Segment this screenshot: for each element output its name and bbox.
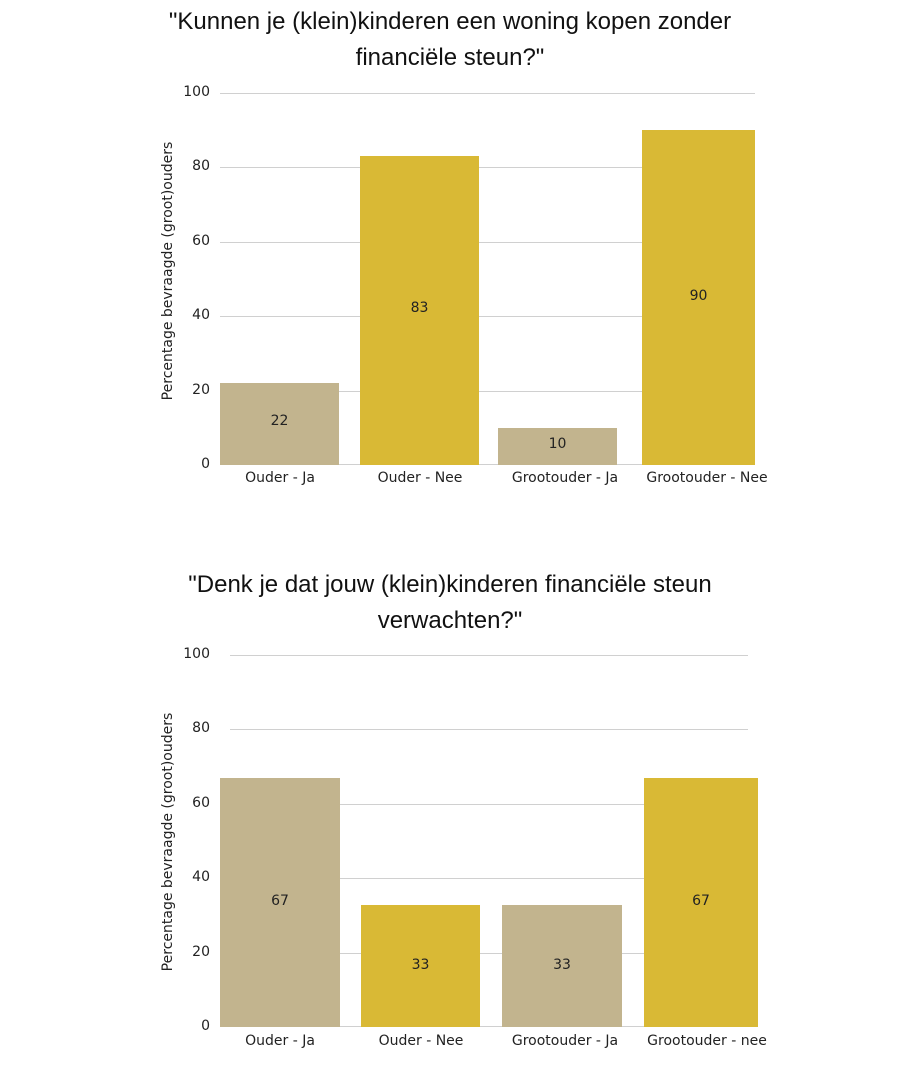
- x-tick-label: Ouder - Nee: [377, 470, 463, 486]
- gridline: [220, 167, 755, 168]
- y-tick: 40: [192, 307, 210, 323]
- bar-ouder-nee: 33: [361, 905, 480, 1027]
- y-tick: 80: [192, 158, 210, 174]
- y-tick: 80: [192, 720, 210, 736]
- y-tick: 0: [201, 1018, 210, 1034]
- gridline: [220, 93, 755, 94]
- bar-value-label: 22: [270, 413, 289, 429]
- chart-title: "Kunnen je (klein)kinderen een woning ko…: [0, 4, 900, 76]
- title-line-1: "Denk je dat jouw (klein)kinderen financ…: [188, 571, 712, 598]
- title-line-1: "Kunnen je (klein)kinderen een woning ko…: [168, 8, 732, 35]
- y-tick: 100: [183, 646, 210, 662]
- chart-title: "Denk je dat jouw (klein)kinderen financ…: [0, 567, 900, 639]
- gridline: [230, 655, 748, 656]
- bar-grootouder-nee: 67: [644, 778, 758, 1027]
- x-tick-label: Ouder - Nee: [378, 1033, 464, 1049]
- bar-grootouder-ja: 10: [498, 428, 617, 465]
- bar-ouder-nee: 83: [360, 156, 479, 465]
- bar-value-label: 33: [553, 957, 571, 973]
- x-tick-label: Grootouder - nee: [647, 1033, 767, 1049]
- plot-area: 22 83 10 90: [220, 93, 755, 465]
- y-tick: 40: [192, 869, 210, 885]
- bar-value-label: 90: [689, 288, 708, 304]
- gridline: [220, 464, 755, 465]
- chart-woning-kopen: "Kunnen je (klein)kinderen een woning ko…: [0, 0, 900, 520]
- bar-value-label: 83: [410, 300, 429, 316]
- bar-grootouder-ja: 33: [502, 905, 622, 1027]
- y-tick: 0: [201, 456, 210, 472]
- bar-grootouder-nee: 90: [642, 130, 755, 465]
- gridline: [230, 878, 748, 879]
- bar-value-label: 10: [548, 436, 567, 452]
- x-tick-label: Grootouder - Ja: [511, 470, 619, 486]
- bar-ouder-ja: 67: [220, 778, 340, 1027]
- y-tick: 60: [192, 795, 210, 811]
- x-tick-label: Ouder - Ja: [245, 470, 315, 486]
- gridline: [220, 391, 755, 392]
- bar-value-label: 67: [271, 893, 289, 909]
- x-tick-label: Grootouder - Ja: [511, 1033, 619, 1049]
- gridline: [220, 316, 755, 317]
- x-tick-label: Grootouder - Nee: [646, 470, 768, 486]
- gridline: [220, 1026, 748, 1027]
- bar-value-label: 33: [411, 957, 430, 973]
- x-tick-label: Ouder - Ja: [245, 1033, 315, 1049]
- gridline: [230, 804, 748, 805]
- bar-ouder-ja: 22: [220, 383, 339, 465]
- y-tick: 20: [192, 944, 210, 960]
- bar-value-label: 67: [692, 893, 710, 909]
- gridline: [230, 729, 748, 730]
- y-axis-label: Percentage bevraagde (groot)ouders: [160, 712, 176, 972]
- y-tick: 60: [192, 233, 210, 249]
- gridline: [220, 242, 755, 243]
- plot-area: 67 33 33 67: [220, 655, 758, 1027]
- title-line-2: verwachten?": [377, 607, 523, 634]
- y-tick: 20: [192, 382, 210, 398]
- title-line-2: financiële steun?": [355, 44, 545, 71]
- y-tick: 100: [183, 84, 210, 100]
- gridline: [230, 953, 748, 954]
